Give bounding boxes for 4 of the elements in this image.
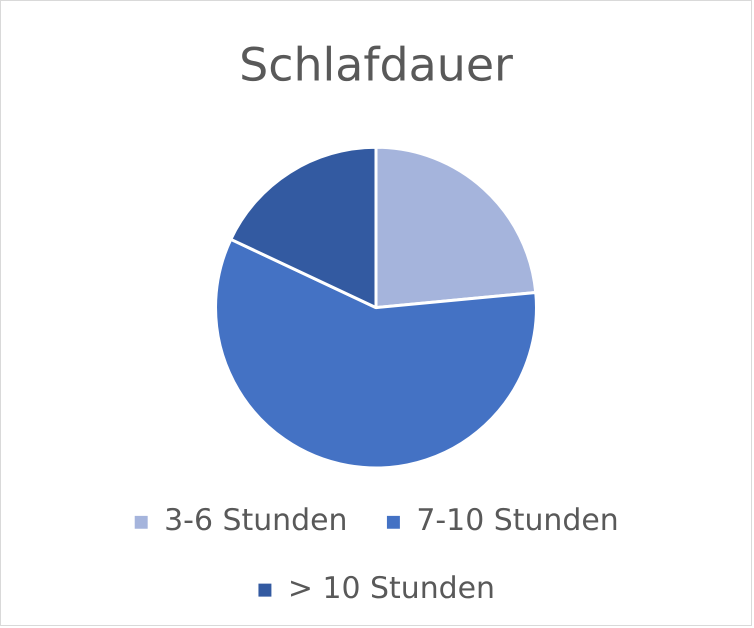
- chart-title: Schlafdauer: [239, 37, 514, 92]
- legend-label: 3-6 Stunden: [164, 503, 348, 538]
- legend-label: > 10 Stunden: [288, 570, 496, 606]
- legend-label: 7-10 Stunden: [416, 503, 619, 538]
